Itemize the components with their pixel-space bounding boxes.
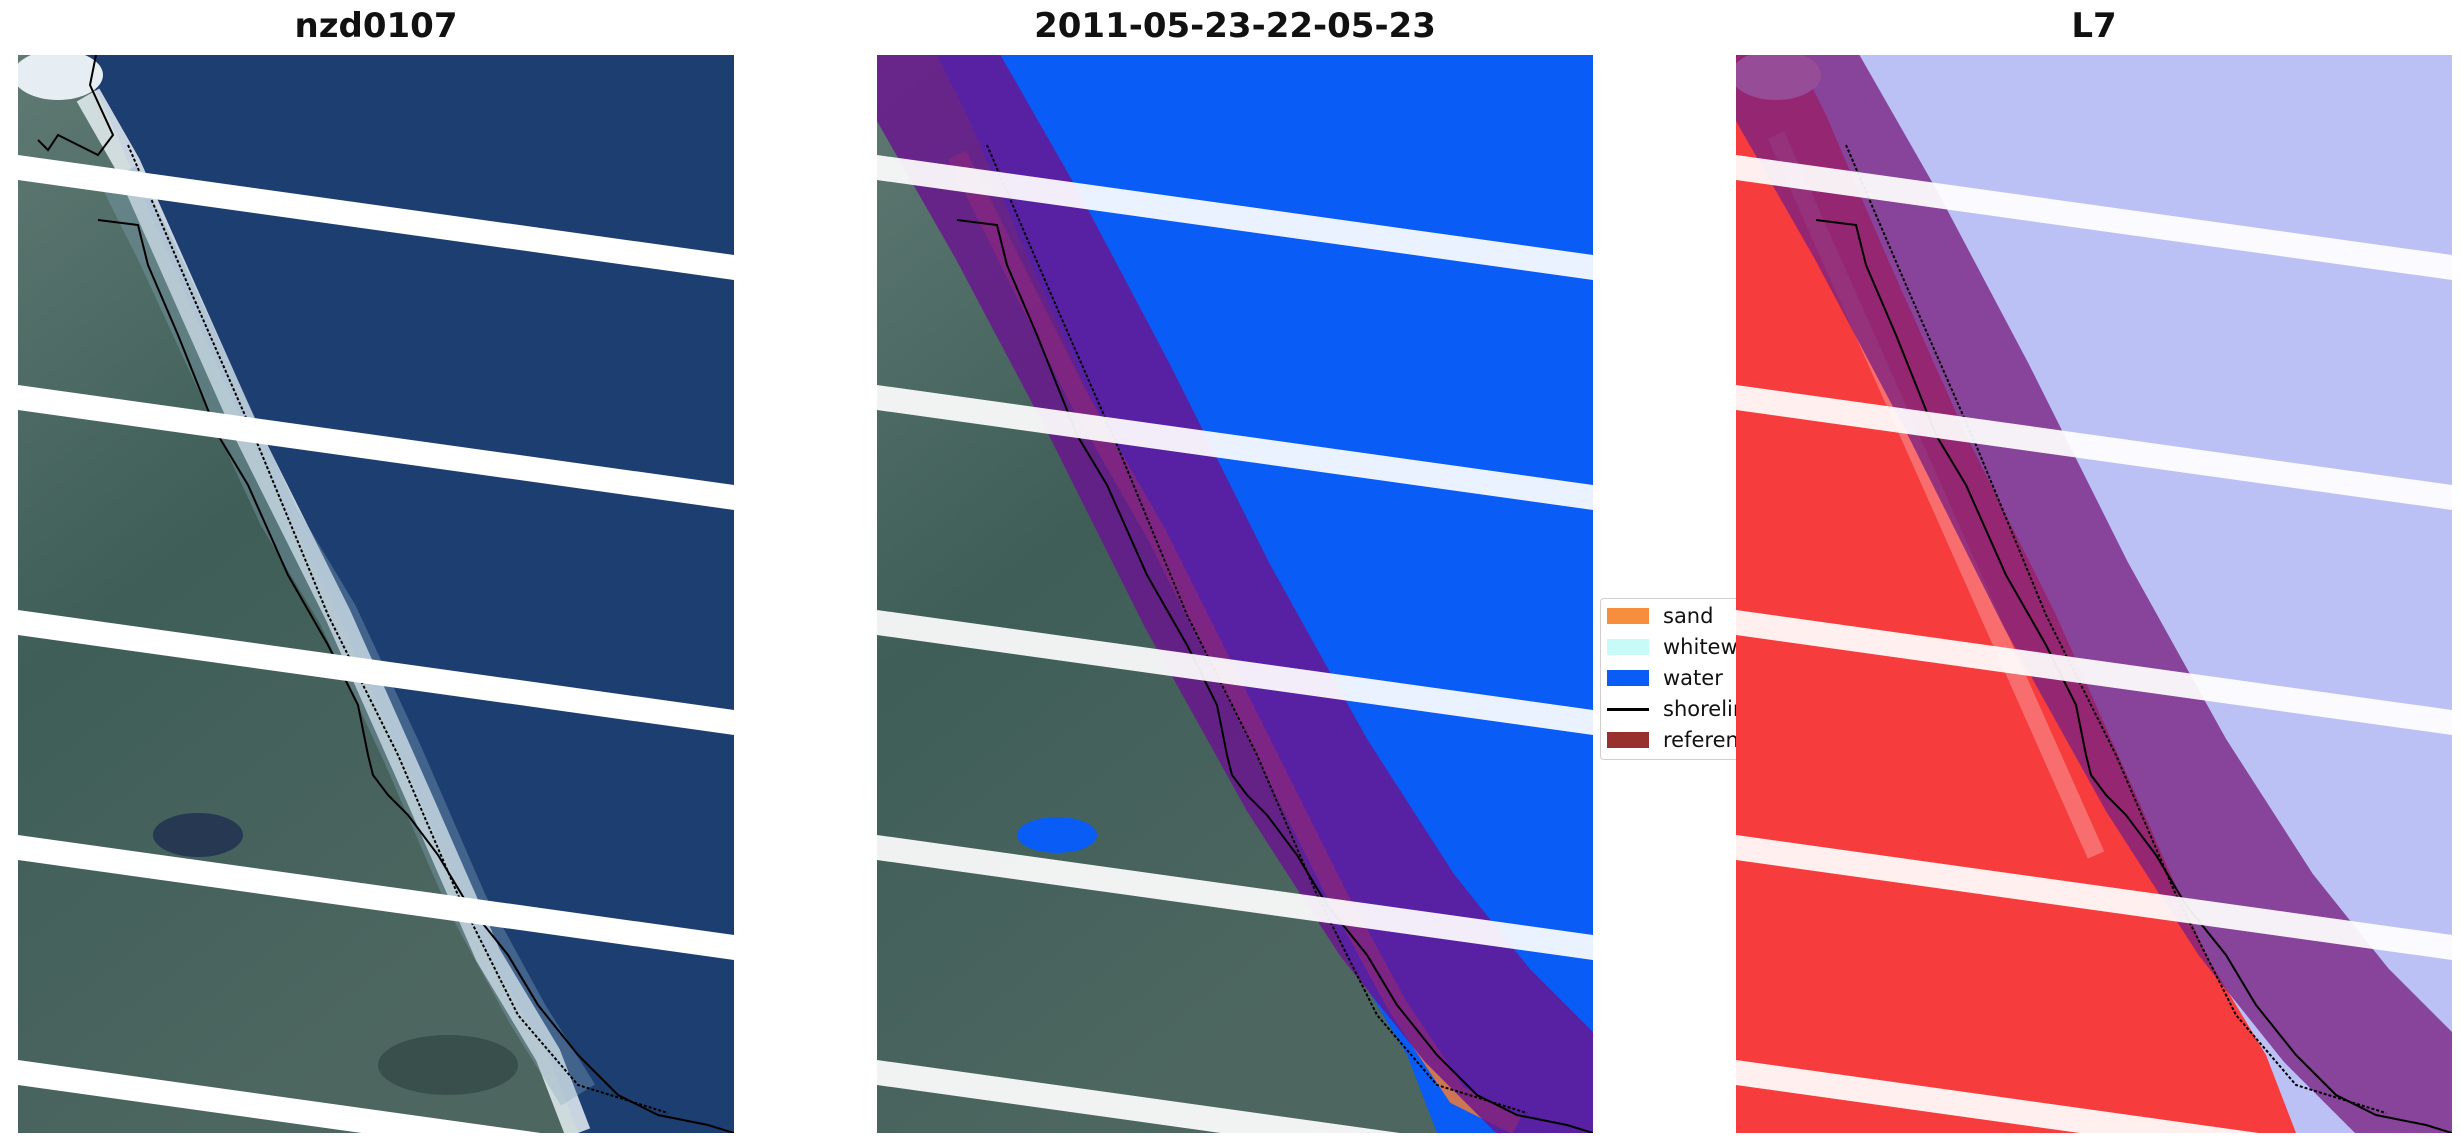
shoreline — [37, 55, 115, 157]
legend-label: reference shoreline — [1663, 728, 1736, 752]
scan-gap — [877, 610, 1593, 735]
shoreline — [956, 219, 1593, 1133]
panel-title: nzd0107 — [294, 6, 458, 46]
panel-title: L7 — [2071, 6, 2117, 46]
scan-gap — [1736, 155, 2452, 280]
legend-item-reference-shoreline: reference shoreline — [1607, 727, 1736, 753]
scan-gap — [877, 155, 1593, 280]
scan-gap — [18, 610, 734, 735]
legend-label: sand — [1663, 604, 1714, 628]
panel-title: 2011-05-23-22-05-23 — [1034, 6, 1436, 46]
lake-water-class — [1017, 817, 1097, 853]
panel-classified-image: 2011-05-23-22-05-23 — [877, 0, 1593, 1140]
scan-gap — [1736, 385, 2452, 510]
scan-gap — [1736, 835, 2452, 960]
lake — [153, 813, 243, 857]
legend-label: whitewater — [1663, 635, 1736, 659]
legend-item-water: water — [1607, 665, 1723, 691]
scan-gap — [877, 385, 1593, 510]
scan-gap — [18, 835, 734, 960]
scan-gap — [18, 1060, 541, 1133]
legend-item-whitewater: whitewater — [1607, 634, 1736, 660]
shoreline — [1815, 219, 2452, 1133]
cloud — [18, 55, 103, 100]
reference-shoreline-swatch — [1607, 732, 1649, 748]
scan-gap — [18, 385, 734, 510]
shoreline-line-swatch — [1607, 707, 1649, 711]
scan-gap — [877, 1060, 1400, 1133]
legend-item-shoreline: shoreline — [1607, 696, 1736, 722]
legend: sand whitewater water shoreline referenc… — [1600, 598, 1736, 760]
whitewater-swatch — [1607, 639, 1649, 655]
rgb-image — [18, 55, 734, 1133]
legend-label: water — [1663, 666, 1723, 690]
sand-swatch — [1607, 608, 1649, 624]
water-swatch — [1607, 670, 1649, 686]
shoreline — [97, 219, 734, 1133]
legend-label: shoreline — [1663, 697, 1736, 721]
scan-gap — [1736, 610, 2452, 735]
legend-item-sand: sand — [1607, 603, 1713, 629]
panel-rgb-image: nzd0107 — [18, 0, 734, 1140]
scan-gap — [18, 155, 734, 280]
scan-gap — [877, 835, 1593, 960]
panel-index-image: L7 — [1736, 0, 2452, 1140]
index-image — [1736, 55, 2452, 1133]
classified-image — [877, 55, 1593, 1133]
